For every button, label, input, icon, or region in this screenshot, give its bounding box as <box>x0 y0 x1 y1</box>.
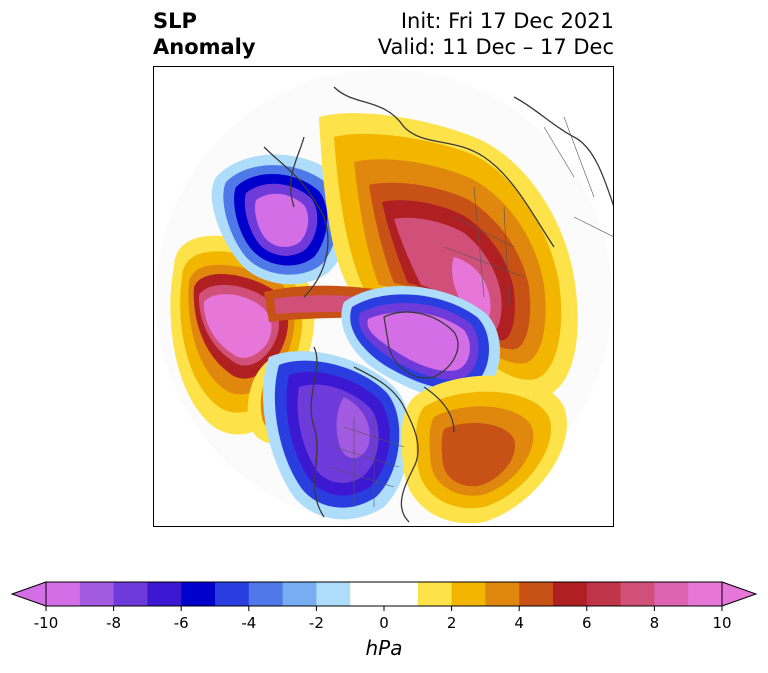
colorbar-tick-label: -10 <box>34 614 59 632</box>
anomaly-map <box>153 66 614 527</box>
country-borders <box>328 116 613 507</box>
colorbar-bin <box>147 582 182 606</box>
init-date: Init: Fri 17 Dec 2021 <box>400 9 614 33</box>
colorbar-bin <box>215 582 250 606</box>
title-variable: SLP <box>153 9 197 33</box>
colorbar-bin <box>451 582 486 606</box>
colorbar-bin <box>485 582 520 606</box>
colorbar-bin <box>181 582 216 606</box>
colorbar-tick-label: -2 <box>309 614 324 632</box>
colorbar-bin <box>519 582 554 606</box>
colorbar-bin <box>384 582 419 606</box>
colorbar-bin <box>350 582 385 606</box>
colorbar-tick-label: 4 <box>514 614 524 632</box>
anomaly-map-svg <box>154 67 613 526</box>
colorbar-bin <box>654 582 689 606</box>
colorbar-bin <box>316 582 351 606</box>
colorbar-tick-label: 6 <box>582 614 592 632</box>
colorbar-bin <box>620 582 655 606</box>
map-title-left: SLP Anomaly <box>153 8 256 60</box>
colorbar-bin <box>553 582 588 606</box>
colorbar-bin <box>248 582 284 606</box>
siberia-low-anomaly <box>211 154 352 285</box>
valid-range: Valid: 11 Dec – 17 Dec <box>377 35 614 59</box>
colorbar-tick-label: 8 <box>650 614 660 632</box>
colorbar-min-arrow <box>10 581 47 607</box>
colorbar-bin <box>586 582 622 606</box>
colorbar-bin <box>282 582 317 606</box>
north-america-low-anomaly <box>263 351 411 520</box>
greenland-low-anomaly <box>341 285 501 400</box>
colorbar-bin <box>79 582 115 606</box>
map-title-right: Init: Fri 17 Dec 2021 Valid: 11 Dec – 17… <box>378 8 614 60</box>
colorbar: -10 -8 -6 -4 -2 0 2 4 6 8 10 <box>10 581 758 632</box>
colorbar-tick-label: 10 <box>712 614 731 632</box>
colorbar-bin <box>688 582 723 606</box>
colorbar-tick-label: -6 <box>174 614 189 632</box>
coastlines <box>263 86 613 523</box>
colorbar-bin <box>46 582 81 606</box>
colorbar-max-arrow <box>721 581 758 607</box>
colorbar-tick-label: 2 <box>447 614 457 632</box>
atlantic-high-anomaly <box>401 375 567 524</box>
title-subvariable: Anomaly <box>153 35 256 59</box>
colorbar-tick-label: 0 <box>379 614 389 632</box>
colorbar-unit-label: hPa <box>365 636 403 660</box>
colorbar-bin <box>113 582 148 606</box>
colorbar-tick-label: -8 <box>106 614 121 632</box>
colorbar-tick-label: -4 <box>241 614 256 632</box>
colorbar-bin <box>417 582 453 606</box>
